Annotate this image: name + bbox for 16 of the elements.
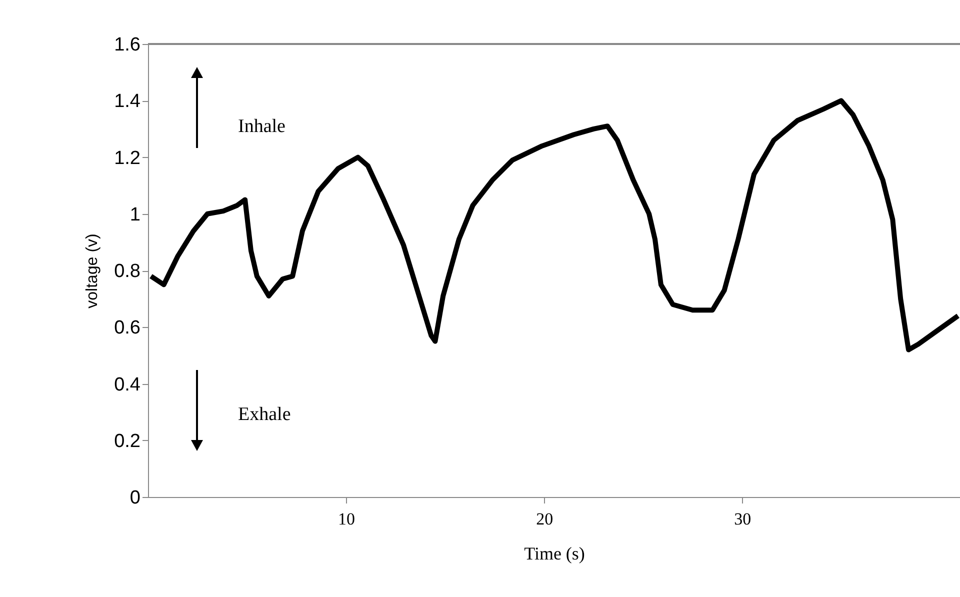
y-tick-label: 1 xyxy=(130,204,140,226)
x-axis-title: Time (s) xyxy=(524,544,585,564)
y-tick-label: 0.6 xyxy=(114,318,140,339)
y-tick-label: 0.2 xyxy=(114,430,140,452)
y-tick-label: 0.4 xyxy=(114,374,141,396)
y-tick-label: 0.8 xyxy=(114,261,140,282)
x-tick-label: 10 xyxy=(338,510,356,528)
x-tick-label: 30 xyxy=(734,510,752,528)
annotation: Inhale xyxy=(238,116,286,137)
y-tick-label: 1.4 xyxy=(114,91,141,112)
y-tick-label: 1.6 xyxy=(114,34,140,56)
y-tick-label: 0 xyxy=(130,488,140,508)
x-tick-label: 20 xyxy=(536,510,554,528)
y-tick-label: 1.2 xyxy=(114,148,140,169)
annotation: Exhale xyxy=(238,404,291,425)
y-axis-title: voltage (v) xyxy=(84,234,102,308)
